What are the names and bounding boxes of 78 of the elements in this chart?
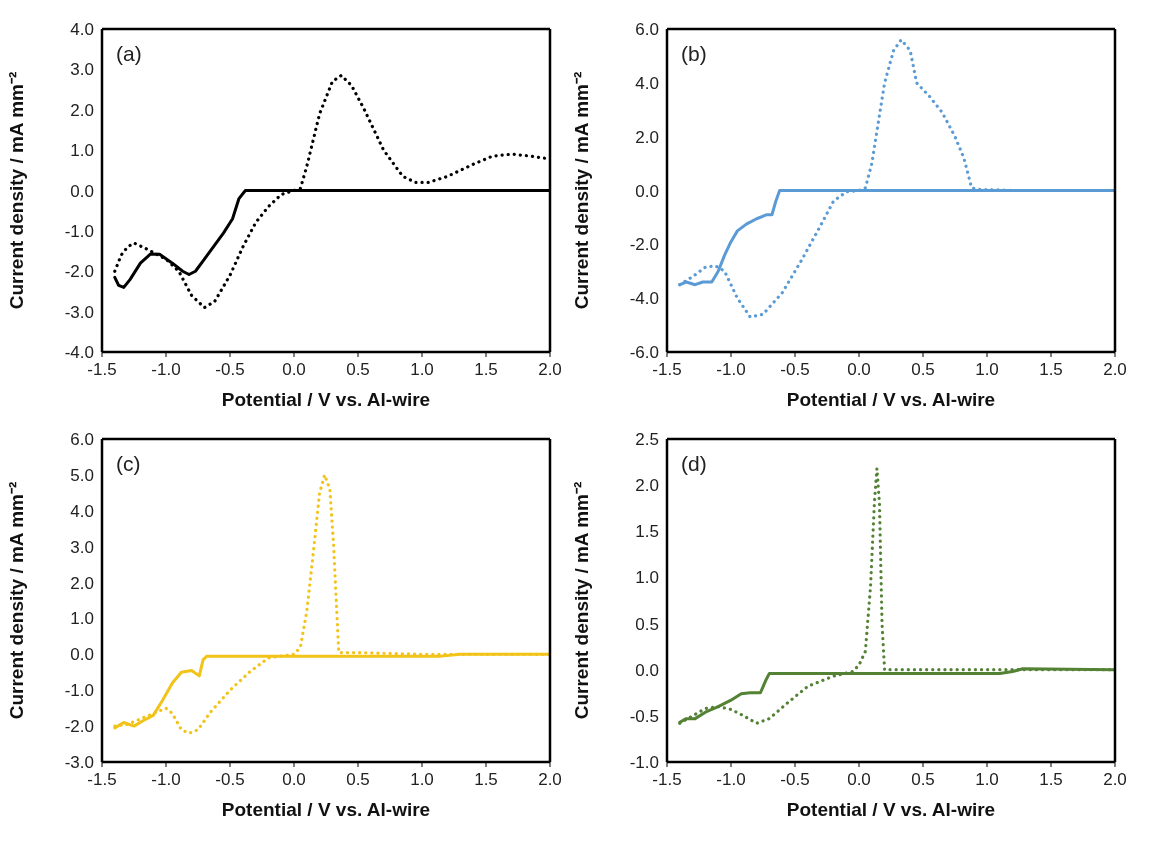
x-tick-label: -1.5 bbox=[87, 770, 117, 790]
annotation: (b) bbox=[681, 42, 707, 66]
x-tick-label: -1.5 bbox=[652, 770, 682, 790]
y-axis-title: Current density / mA mm⁻² bbox=[5, 481, 27, 720]
x-tick-label: 0.5 bbox=[911, 360, 935, 380]
x-tick-label: 0.5 bbox=[911, 770, 935, 790]
x-tick-label: 1.5 bbox=[1039, 770, 1063, 790]
y-tick-label: 0.0 bbox=[635, 660, 659, 680]
y-tick-label: -1.0 bbox=[64, 681, 94, 701]
y-axis-title: Current density / mA mm⁻² bbox=[570, 71, 592, 310]
y-tick-label: -0.5 bbox=[629, 706, 659, 726]
y-tick-label: 0.0 bbox=[70, 645, 94, 665]
y-tick-label: 4.0 bbox=[70, 20, 94, 40]
annotation: (c) bbox=[116, 452, 141, 476]
x-tick-label: 1.5 bbox=[474, 770, 498, 790]
y-tick-label: 6.0 bbox=[70, 430, 94, 450]
y-tick-label: 2.0 bbox=[70, 573, 94, 593]
y-tick-label: 3.0 bbox=[70, 537, 94, 557]
x-tick-label: 1.0 bbox=[410, 360, 434, 380]
y-tick-label: -1.0 bbox=[629, 753, 659, 773]
x-tick-label: 2.0 bbox=[538, 770, 562, 790]
y-tick-label: 0.0 bbox=[70, 181, 94, 201]
x-tick-label: 0.5 bbox=[346, 360, 370, 380]
y-tick-label: 1.0 bbox=[635, 568, 659, 588]
x-tick-label: -0.5 bbox=[215, 770, 245, 790]
x-tick-label: 1.0 bbox=[975, 360, 999, 380]
x-axis-title: Potential / V vs. Al-wire bbox=[786, 799, 996, 820]
x-tick-label: 0.0 bbox=[847, 770, 871, 790]
x-tick-label: 1.5 bbox=[1039, 360, 1063, 380]
x-tick-label: -1.0 bbox=[716, 360, 746, 380]
y-tick-label: 1.0 bbox=[70, 141, 94, 161]
x-tick-label: 2.0 bbox=[1103, 770, 1127, 790]
y-tick-label: 1.5 bbox=[635, 522, 659, 542]
x-tick-label: -1.0 bbox=[151, 770, 181, 790]
y-tick-label: 6.0 bbox=[635, 20, 659, 40]
y-tick-label: -3.0 bbox=[64, 302, 94, 322]
x-tick-label: -0.5 bbox=[780, 770, 810, 790]
y-tick-label: 4.0 bbox=[70, 501, 94, 521]
y-tick-label: 5.0 bbox=[70, 465, 94, 485]
y-tick-label: -3.0 bbox=[64, 753, 94, 773]
x-tick-label: 1.0 bbox=[975, 770, 999, 790]
y-tick-label: -6.0 bbox=[629, 343, 659, 363]
x-tick-label: 0.0 bbox=[282, 360, 306, 380]
y-tick-label: 0.5 bbox=[635, 614, 659, 634]
x-tick-label: 2.0 bbox=[538, 360, 562, 380]
y-tick-label: -1.0 bbox=[64, 221, 94, 241]
y-tick-label: 1.0 bbox=[70, 609, 94, 629]
x-tick-label: -1.5 bbox=[652, 360, 682, 380]
x-tick-label: 2.0 bbox=[1103, 360, 1127, 380]
y-tick-label: 0.0 bbox=[635, 181, 659, 201]
x-tick-label: -1.0 bbox=[151, 360, 181, 380]
y-tick-label: -4.0 bbox=[629, 289, 659, 309]
x-tick-label: 1.0 bbox=[410, 770, 434, 790]
y-tick-label: -2.0 bbox=[629, 235, 659, 255]
y-tick-label: 2.0 bbox=[635, 127, 659, 147]
x-tick-label: -0.5 bbox=[780, 360, 810, 380]
x-axis-title: Potential / V vs. Al-wire bbox=[221, 799, 431, 820]
x-tick-label: 0.0 bbox=[282, 770, 306, 790]
x-tick-label: -0.5 bbox=[215, 360, 245, 380]
x-axis-title: Potential / V vs. Al-wire bbox=[221, 389, 431, 410]
annotation: (d) bbox=[681, 452, 707, 476]
annotation: (a) bbox=[116, 42, 142, 66]
y-tick-label: 2.0 bbox=[70, 100, 94, 120]
y-tick-label: -4.0 bbox=[64, 343, 94, 363]
x-tick-label: 1.5 bbox=[474, 360, 498, 380]
x-tick-label: 0.5 bbox=[346, 770, 370, 790]
x-axis-title: Potential / V vs. Al-wire bbox=[786, 389, 996, 410]
y-axis-title: Current density / mA mm⁻² bbox=[5, 71, 27, 310]
y-tick-label: 4.0 bbox=[635, 73, 659, 93]
y-tick-label: -2.0 bbox=[64, 717, 94, 737]
x-tick-label: -1.5 bbox=[87, 360, 117, 380]
y-tick-label: 2.5 bbox=[635, 430, 659, 450]
x-tick-label: 0.0 bbox=[847, 360, 871, 380]
y-tick-label: 3.0 bbox=[70, 60, 94, 80]
y-tick-label: -2.0 bbox=[64, 262, 94, 282]
y-axis-title: Current density / mA mm⁻² bbox=[570, 481, 592, 720]
y-tick-label: 2.0 bbox=[635, 476, 659, 496]
x-tick-label: -1.0 bbox=[716, 770, 746, 790]
